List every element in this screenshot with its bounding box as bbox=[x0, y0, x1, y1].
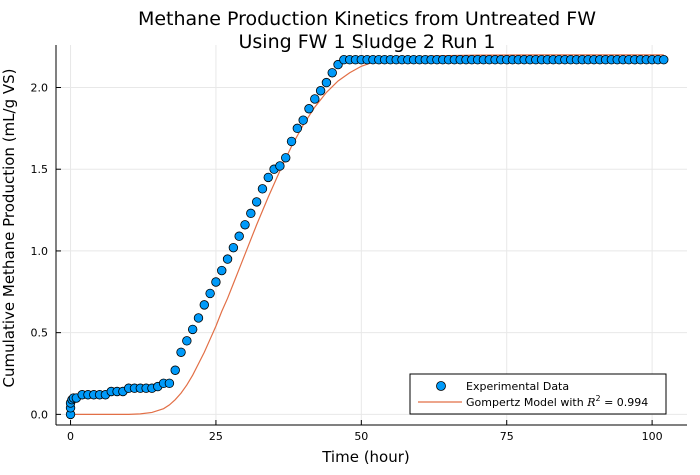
chart-title-line-2: Using FW 1 Sludge 2 Run 1 bbox=[238, 31, 495, 53]
data-point bbox=[170, 365, 180, 375]
x-axis-label: Time (hour) bbox=[321, 448, 410, 466]
chart-title: Methane Production Kinetics from Untreat… bbox=[138, 8, 596, 53]
data-point bbox=[321, 77, 332, 88]
data-point bbox=[193, 313, 204, 323]
y-tick-label: 1.0 bbox=[31, 245, 49, 258]
data-point bbox=[659, 55, 669, 65]
y-axis-label: Cumulative Methane Production (mL/g VS) bbox=[0, 68, 18, 387]
legend-label-model: Gompertz Model with R2 = 0.994 bbox=[466, 394, 648, 409]
x-tick-label: 50 bbox=[354, 430, 368, 443]
data-point bbox=[286, 136, 297, 147]
data-point bbox=[275, 161, 285, 171]
data-point bbox=[228, 242, 239, 253]
data-point bbox=[304, 104, 314, 114]
legend-label-model-sup: 2 bbox=[595, 394, 600, 403]
legend-marker-experimental bbox=[436, 381, 446, 391]
model-series bbox=[70, 54, 664, 415]
data-point bbox=[240, 220, 250, 230]
data-point bbox=[281, 153, 291, 163]
data-point bbox=[222, 254, 233, 264]
data-point bbox=[292, 123, 303, 134]
y-tick-label: 2.0 bbox=[31, 81, 49, 94]
plot-frame bbox=[55, 45, 687, 426]
y-axis-ticks: 0.0 0.5 1.0 1.5 2.0 bbox=[31, 81, 61, 421]
legend-box bbox=[409, 373, 667, 415]
gompertz-model-line bbox=[70, 54, 664, 415]
data-point bbox=[315, 86, 326, 96]
x-tick-label: 75 bbox=[500, 430, 514, 443]
legend-label-experimental: Experimental Data bbox=[466, 380, 569, 393]
data-point bbox=[182, 336, 192, 346]
data-point bbox=[199, 300, 210, 310]
data-point bbox=[298, 115, 308, 125]
data-point bbox=[164, 378, 175, 389]
data-point bbox=[217, 265, 227, 276]
x-tick-label: 25 bbox=[209, 430, 223, 443]
data-point bbox=[310, 94, 320, 104]
data-point bbox=[187, 324, 198, 335]
data-point bbox=[211, 277, 221, 287]
x-tick-label: 0 bbox=[67, 430, 74, 443]
y-tick-label: 0.0 bbox=[31, 408, 49, 421]
chart-title-line-1: Methane Production Kinetics from Untreat… bbox=[138, 8, 596, 30]
legend: Experimental Data Gompertz Model with R2… bbox=[409, 373, 667, 415]
legend-label-model-prefix: Gompertz Model with bbox=[466, 396, 587, 409]
data-point bbox=[205, 288, 215, 299]
legend-label-model-suffix: = 0.994 bbox=[601, 396, 649, 409]
data-point bbox=[234, 231, 244, 241]
experimental-data-series bbox=[65, 55, 669, 420]
legend-label-model-math: R bbox=[586, 396, 595, 409]
data-point bbox=[176, 347, 186, 357]
data-point bbox=[257, 184, 268, 194]
data-point bbox=[263, 172, 273, 183]
grid bbox=[56, 45, 687, 425]
y-tick-label: 0.5 bbox=[31, 327, 49, 340]
data-point bbox=[251, 197, 262, 207]
data-point bbox=[246, 208, 256, 219]
x-axis-ticks: 0 25 50 75 100 bbox=[67, 420, 663, 443]
data-point bbox=[327, 68, 337, 78]
x-tick-label: 100 bbox=[642, 430, 663, 443]
y-tick-label: 1.5 bbox=[31, 163, 49, 176]
